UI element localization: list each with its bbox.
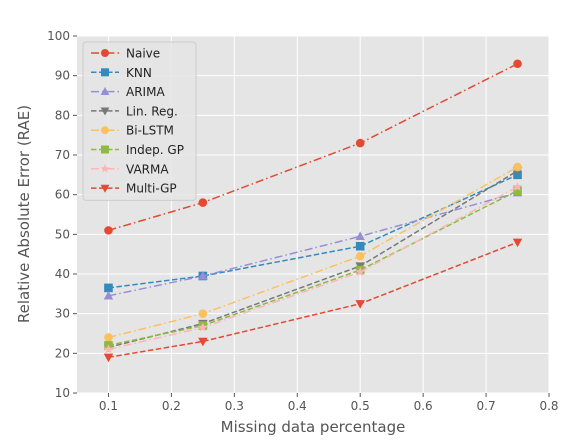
legend-item: Naive [91,47,160,61]
series-4 [104,162,522,342]
x-tick-label: 0.6 [414,399,433,413]
series-line [108,166,518,339]
legend-marker [100,164,110,173]
series-0 [104,59,522,235]
legend-item: Indep. GP [91,143,184,157]
data-point [197,322,208,332]
x-axis-label: Missing data percentage [221,418,406,436]
y-tick-label: 90 [55,69,70,83]
data-point [103,344,114,354]
legend-marker [101,126,109,135]
data-point [104,226,113,235]
x-tick-label: 0.5 [351,399,370,413]
data-point [198,271,208,280]
data-point [355,300,365,309]
legend-box [82,41,197,201]
series-line [108,63,518,232]
grid [77,35,550,394]
legend-marker [100,87,110,95]
data-point [513,186,522,195]
data-point [198,198,208,207]
legend-marker [100,184,110,193]
y-tick-label: 20 [55,346,70,360]
x-tick-label: 0.7 [477,399,496,413]
legend-label: Naive [126,47,160,61]
legend-label: Indep. GP [126,143,184,157]
x-tick-label: 0.8 [539,399,558,413]
legend-marker [101,145,109,154]
series-lines [103,59,523,363]
legend-label: Lin. Reg. [126,104,178,118]
legend-label: KNN [126,66,152,80]
legend-item: VARMA [91,162,169,176]
legend-item: Multi-GP [91,182,177,196]
legend-label: ARIMA [126,85,165,99]
data-point [512,181,523,191]
data-point [198,337,208,347]
legend-marker [100,107,110,116]
data-point [355,251,365,261]
series-line [108,190,518,347]
data-point [104,283,113,293]
legend-item: ARIMA [91,85,165,99]
y-tick-label: 30 [55,307,70,321]
series-6 [103,181,523,354]
legend-label: Multi-GP [126,182,177,196]
series-line [108,191,518,297]
x-tick-label: 0.2 [162,399,181,413]
series-line [108,241,518,359]
data-point [355,241,365,251]
x-tick-label: 0.3 [225,399,244,413]
data-point [355,266,366,277]
series-line [108,186,518,351]
data-point [355,231,365,240]
legend-item: KNN [91,66,152,80]
y-tick-label: 10 [55,386,70,400]
y-axis-label: Relative Absolute Error (RAE) [15,105,33,323]
y-tick-label: 40 [55,267,70,281]
data-point [513,59,522,69]
y-tick-label: 80 [55,108,70,122]
data-point [355,138,365,148]
y-tick-label: 70 [55,148,70,162]
data-point [513,162,522,172]
y-tick-label: 50 [55,227,70,241]
legend-label: VARMA [126,162,169,176]
data-point [104,333,113,342]
legend-marker [101,68,109,77]
data-point [103,290,114,300]
y-tick-label: 60 [55,188,70,202]
data-point [198,309,208,318]
legend-marker [101,49,109,57]
x-tick-label: 0.4 [288,399,307,413]
legend-item: Bi-LSTM [91,124,174,138]
series-7 [103,238,523,363]
legend-label: Bi-LSTM [126,124,174,138]
data-point [103,353,114,363]
y-tick-label: 100 [47,29,70,43]
legend-item: Lin. Reg. [91,104,178,118]
legend: Naive KNN ARIMA Lin. Reg. Bi-LSTM Indep. GP VA… [82,41,197,201]
ticks: 0.1 0.2 0.3 0.4 0.5 0.6 0.7 0.8 10 20 30 40 50 60 70 80… [47,29,558,413]
data-point [512,238,523,248]
x-tick-label: 0.1 [99,399,118,413]
